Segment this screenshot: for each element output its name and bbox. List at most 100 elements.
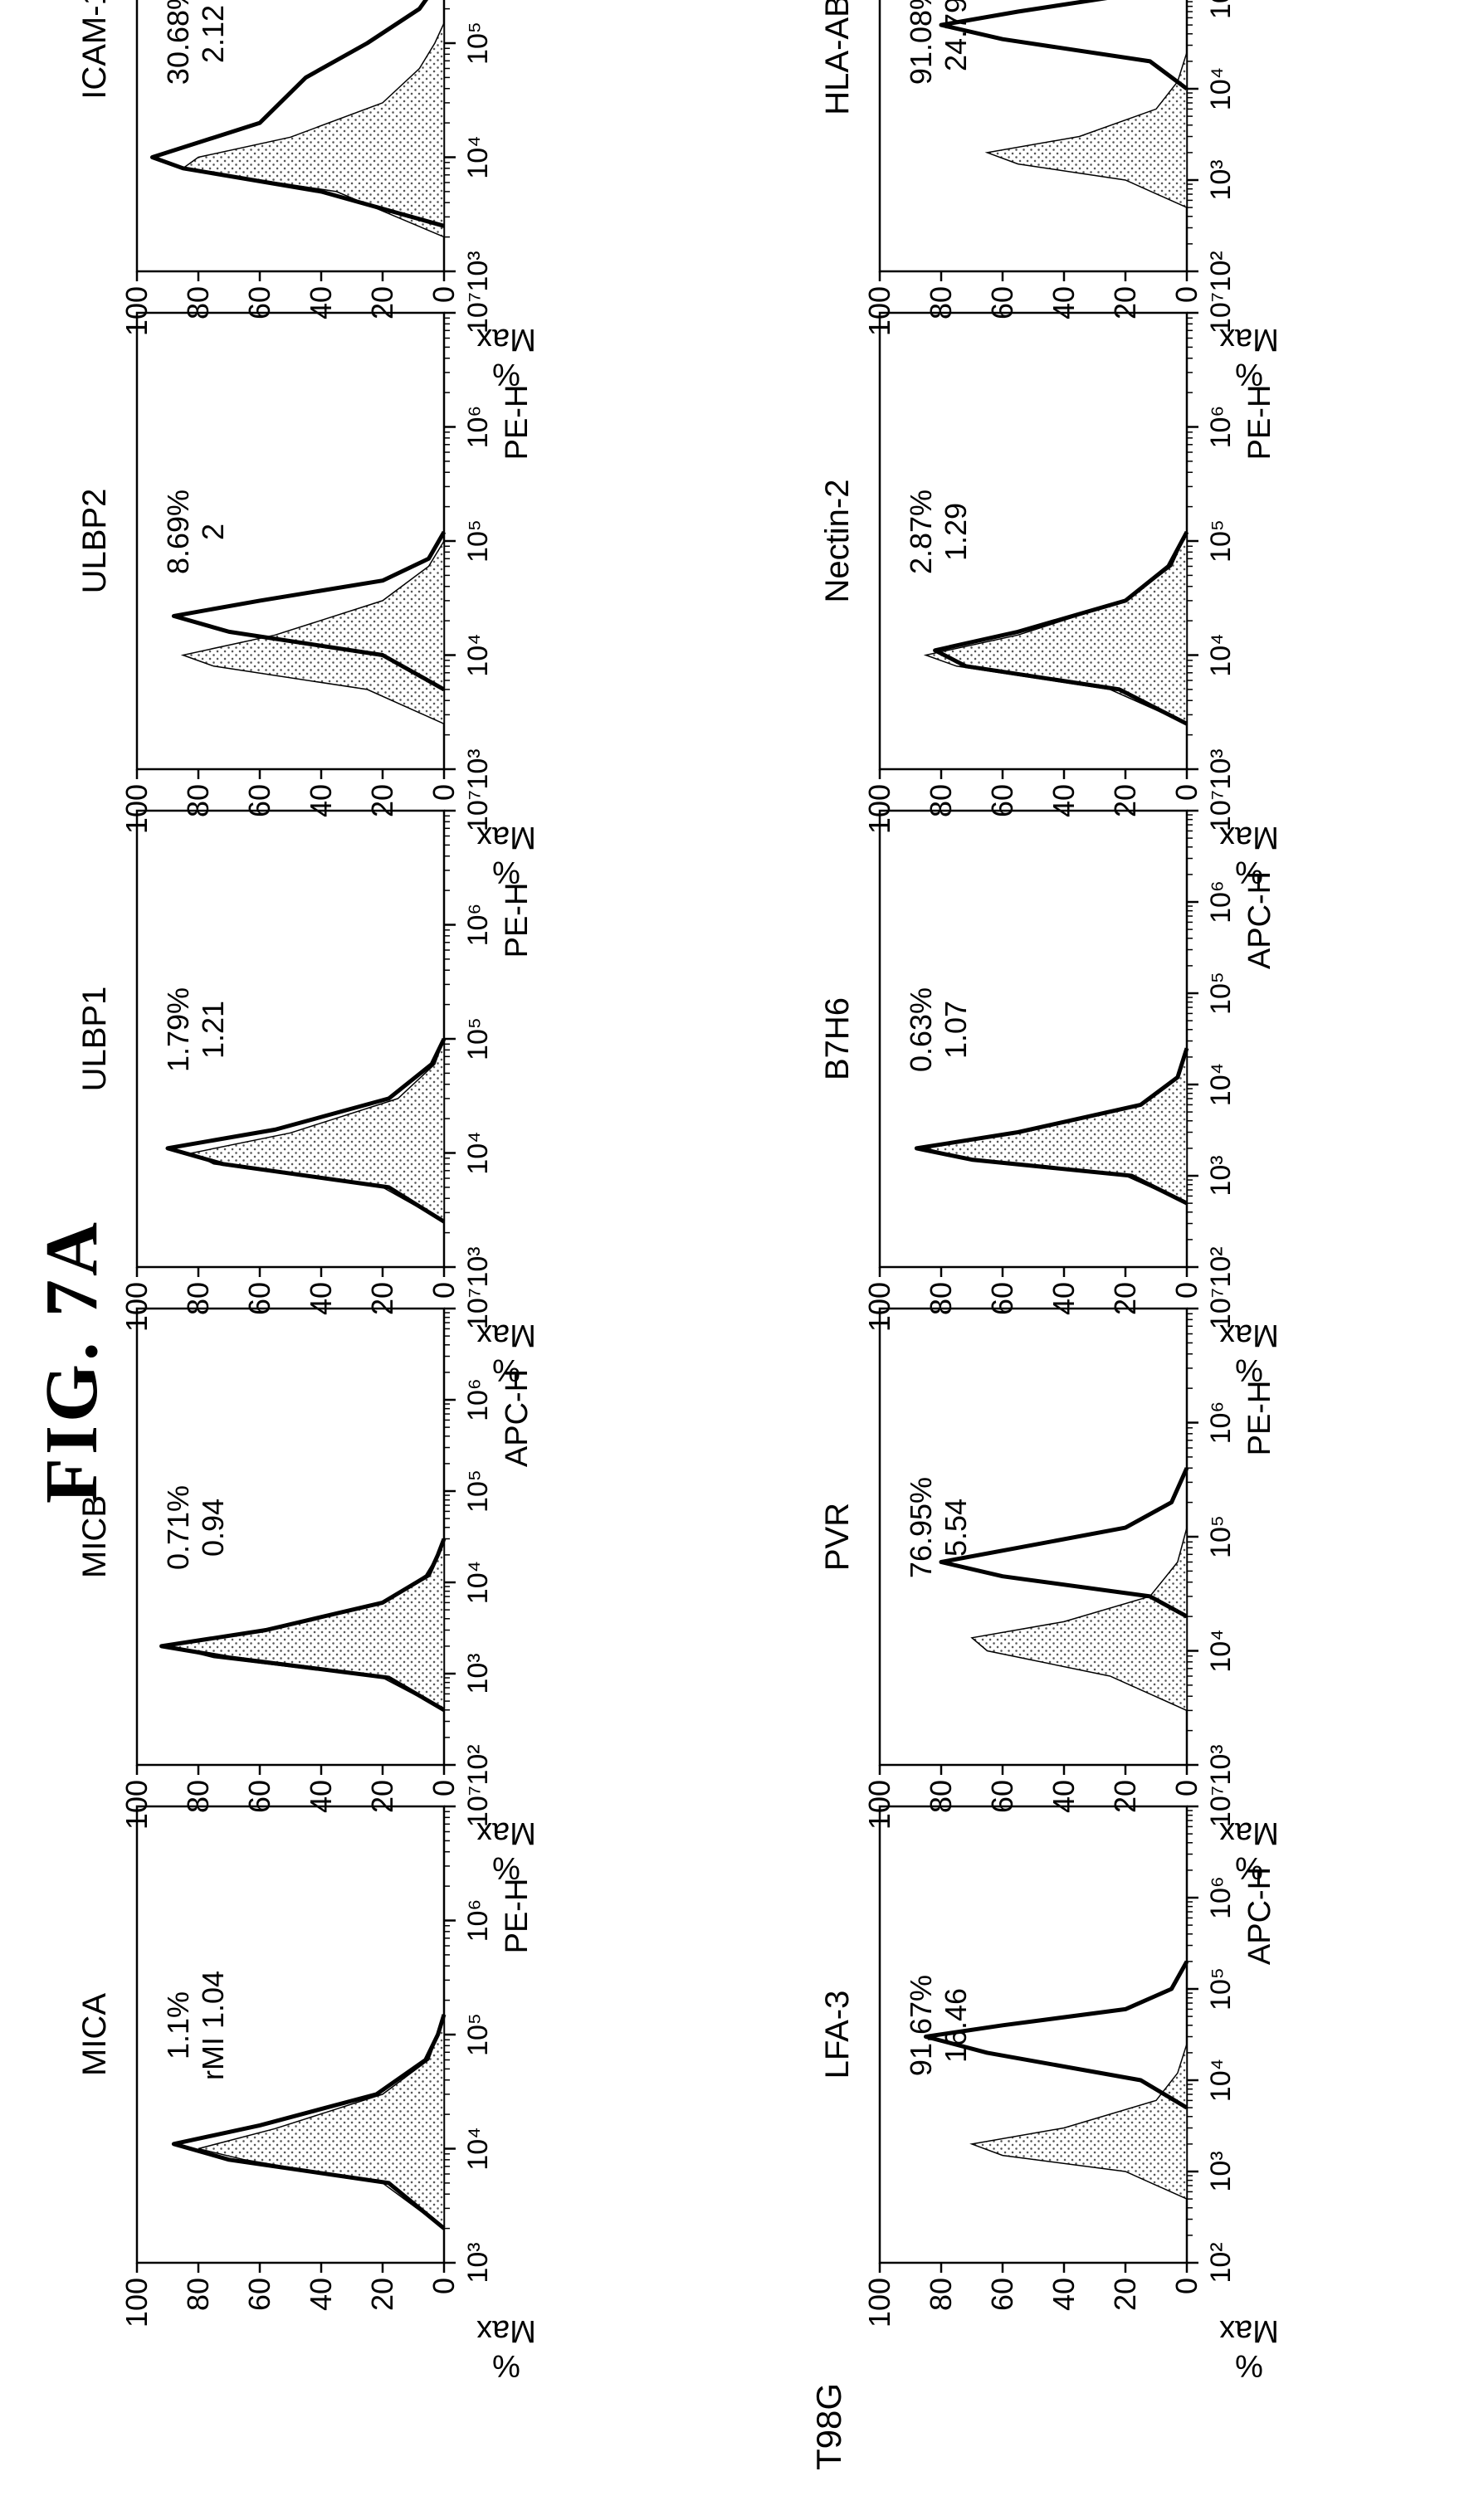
control-histogram (190, 1038, 445, 1223)
x-tick-label: 10² (1205, 1246, 1237, 1287)
annotation-text: 30.68% (161, 0, 195, 85)
y-axis-label: Max (1219, 820, 1279, 855)
y-tick-label: 60 (985, 1780, 1019, 1813)
plot-frame (878, 1805, 1188, 2264)
y-axis-label: Max (1219, 1816, 1279, 1850)
y-tick-label: 0 (1169, 286, 1203, 303)
panel-title: PVR (819, 1503, 856, 1571)
panel-title: ICAM-1 (76, 0, 113, 100)
y-axis-label: % (492, 357, 520, 392)
y-axis-label: Max (1219, 322, 1279, 357)
histogram-panel: 0 20 40 60 80 100 10³ 10⁴ 10⁵ 10⁶ 10⁷ MICA 1.1% rMI 1… (76, 1786, 536, 2383)
y-tick-label: 60 (242, 286, 276, 319)
y-tick-label: 100 (862, 784, 896, 834)
x-tick-label: 10² (1205, 251, 1237, 291)
histogram-panel: 0 20 40 60 80 100 10³ 10⁴ 10⁵ 10⁶ 10⁷ ULBP2 8.69% 2 PE… (76, 292, 536, 890)
control-histogram (969, 2043, 1188, 2201)
y-tick-label: 80 (924, 784, 958, 817)
x-tick-label: 10⁴ (1205, 2059, 1237, 2102)
y-tick-label: 40 (1047, 1780, 1081, 1813)
y-tick-label: 40 (304, 286, 338, 319)
y-tick-label: 20 (365, 286, 399, 319)
stained-histogram (933, 530, 1189, 726)
histogram-panel: 0 20 40 60 80 100 10³ 10⁴ 10⁵ 10⁶ 10⁷ ULBP1 1.79% 1.2… (76, 790, 536, 1387)
y-tick-label: 60 (242, 784, 276, 817)
panel-title: ULBP1 (76, 987, 113, 1092)
histogram-panel: 0 20 40 60 80 100 10² 10³ 10⁴ 10⁵ 10⁶ 10⁷ MICB 0.71% 0… (76, 1288, 536, 1885)
y-tick-label: 40 (1047, 286, 1081, 319)
histogram-panel: 02040608010010²10³10⁴10⁵10⁶10⁷HLA-ABC91.… (819, 0, 1279, 392)
y-tick-label: 20 (1108, 286, 1142, 319)
x-tick-label: 10⁵ (462, 519, 494, 563)
y-axis-label: Max (476, 322, 536, 357)
x-tick-label: 10⁵ (462, 1017, 494, 1060)
x-tick-label: 10² (462, 1744, 494, 1785)
x-tick-label: 10⁷ (462, 1786, 494, 1827)
y-tick-label: 100 (120, 1780, 154, 1830)
x-axis-label: PE-H (1242, 385, 1277, 461)
y-axis-label: % (1235, 2348, 1263, 2383)
annotation-text: 2.12 (196, 5, 230, 63)
annotation-text: 0.63% (904, 987, 938, 1072)
y-axis-label: % (492, 855, 520, 890)
x-tick-label: 10⁴ (1205, 1063, 1237, 1106)
y-tick-label: 40 (304, 1282, 338, 1315)
panel-title: Nectin-2 (819, 480, 856, 603)
x-tick-label: 10³ (462, 748, 494, 789)
y-tick-label: 80 (181, 784, 215, 817)
annotation-text: 1.21 (196, 1001, 230, 1059)
y-tick-label: 60 (985, 2278, 1019, 2311)
stained-histogram (914, 1047, 1189, 1206)
y-tick-label: 20 (1108, 1282, 1142, 1315)
y-tick-label: 0 (427, 2278, 461, 2294)
stained-histogram (165, 1037, 447, 1224)
x-tick-label: 10⁴ (1205, 633, 1237, 676)
plot-frame (878, 0, 1188, 273)
y-tick-label: 20 (365, 1282, 399, 1315)
panel-title: HLA-ABC (819, 0, 856, 115)
x-axis-label: PE-H (500, 883, 534, 958)
x-tick-label: 10⁶ (1205, 1876, 1237, 1919)
annotation-text: 5.54 (939, 1499, 973, 1557)
histogram-panel: 0 20 40 60 80 100 10³ 10⁴ 10⁵ 10⁶ 10⁷ PVR 76.95% 5.54… (819, 1288, 1279, 1885)
x-tick-label: 10⁴ (462, 1561, 494, 1604)
y-axis-label: Max (476, 2313, 536, 2348)
y-tick-label: 20 (365, 784, 399, 817)
stained-histogram (171, 530, 447, 692)
histogram-panel: 0 20 40 60 80 100 10² 10³ 10⁴ 10⁵ 10⁶ 10⁷ LFA-3 91.67… (819, 1786, 1279, 2383)
annotation-text: 8.69% (161, 490, 195, 574)
x-tick-label: 10³ (462, 1653, 494, 1694)
y-tick-label: 40 (304, 784, 338, 817)
y-tick-label: 100 (862, 2278, 896, 2327)
y-tick-label: 0 (1169, 2278, 1203, 2294)
y-axis-label: % (1235, 1850, 1263, 1885)
y-axis-label: % (1235, 1353, 1263, 1387)
y-tick-label: 0 (427, 1282, 461, 1299)
stained-histogram (171, 2014, 447, 2230)
y-axis-label: Max (1219, 2313, 1279, 2348)
y-tick-label: 0 (427, 1780, 461, 1796)
x-axis-label: APC-H (1242, 1867, 1277, 1965)
cell-line-label: T98G (809, 2382, 848, 2470)
y-tick-label: 20 (365, 2278, 399, 2311)
annotation-text: 1.07 (939, 1001, 973, 1059)
x-tick-label: 10³ (1205, 2151, 1237, 2191)
x-tick-label: 10⁵ (462, 2013, 494, 2056)
annotation-text: 76.95% (904, 1477, 938, 1578)
y-tick-label: 40 (1047, 784, 1081, 817)
panel-title: ULBP2 (76, 489, 113, 594)
control-histogram (984, 51, 1188, 209)
annotation-text: rMI 1.04 (196, 1971, 230, 2080)
annotation-text: 0.71% (161, 1485, 195, 1570)
y-axis-label: Max (476, 1816, 536, 1850)
x-tick-label: 10³ (462, 2242, 494, 2283)
y-axis-label: % (1235, 357, 1263, 392)
x-tick-label: 10⁵ (462, 22, 494, 65)
y-tick-label: 0 (1169, 1780, 1203, 1796)
x-tick-label: 10³ (1205, 159, 1237, 200)
y-tick-label: 80 (924, 1780, 958, 1813)
x-tick-label: 10⁷ (1205, 1786, 1237, 1827)
x-tick-label: 10⁷ (1205, 1288, 1237, 1329)
x-tick-label: 10² (1205, 2242, 1237, 2283)
